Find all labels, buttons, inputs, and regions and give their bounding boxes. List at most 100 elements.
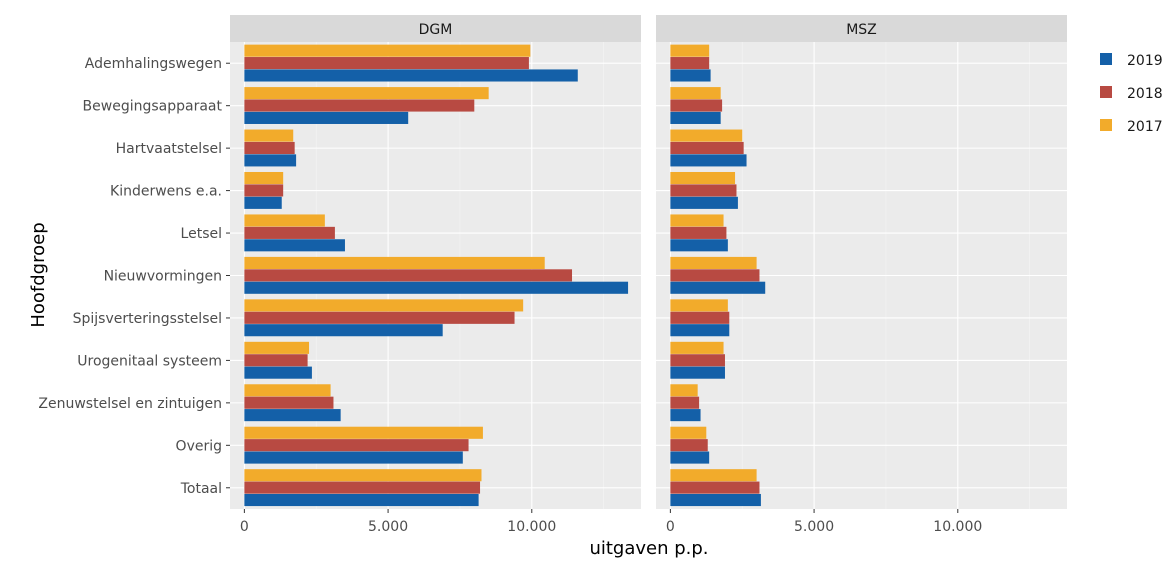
y-category-label: Nieuwvormingen [104,269,222,285]
panel-msz: MSZ 0 5.000 10.000 [656,15,1067,535]
bar-msz-2019 [670,324,730,337]
legend-label-2018: 2018 [1127,86,1163,102]
bar-msz-2019 [670,366,725,379]
bar-dgm-2019 [244,69,578,82]
bar-msz-2018 [670,269,760,282]
bar-dgm-2017 [244,129,294,142]
y-category-label: Zenuwstelsel en zintuigen [38,396,222,412]
x-tick-label: 5.000 [794,519,834,535]
bar-dgm-2019 [244,409,341,422]
bar-dgm-2017 [244,341,310,354]
y-category-label: Spijsverteringsstelsel [73,311,222,327]
bar-msz-2019 [670,196,738,209]
bar-dgm-2018 [244,99,475,112]
x-tick-label: 0 [666,519,675,535]
bar-msz-2017 [670,129,743,142]
x-tick-label: 5.000 [368,519,408,535]
bar-dgm-2018 [244,396,334,409]
bar-msz-2019 [670,154,747,167]
y-category-label: Urogenitaal systeem [77,353,222,369]
bar-msz-2018 [670,99,723,112]
y-category-label: Totaal [180,481,222,497]
bar-msz-2018 [670,311,730,324]
bar-dgm-2019 [244,196,282,209]
bar-dgm-2018 [244,184,284,197]
legend-label-2017: 2017 [1127,119,1163,135]
bar-dgm-2017 [244,171,284,185]
y-category-label: Ademhalingswegen [85,56,222,72]
bar-msz-2019 [670,451,710,464]
x-tick-label: 10.000 [933,519,982,535]
y-category-label: Bewegingsapparaat [83,99,223,115]
bar-msz-2017 [670,384,698,397]
bar-msz-2017 [670,341,724,354]
legend-key-2018 [1100,86,1112,98]
bar-msz-2019 [670,493,761,507]
bar-msz-2017 [670,214,724,227]
bar-msz-2017 [670,299,728,312]
y-category-label: Letsel [181,226,222,242]
panel-title: MSZ [846,22,877,38]
y-axis-title: Hoofdgroep [28,222,49,327]
legend-key-2019 [1100,53,1112,65]
bar-msz-2019 [670,281,766,294]
panel-strip [656,15,1067,42]
bar-dgm-2018 [244,269,573,282]
bar-dgm-2019 [244,154,297,167]
bar-dgm-2018 [244,311,515,324]
bar-dgm-2017 [244,469,482,482]
bar-msz-2017 [670,469,757,482]
bar-msz-2017 [670,426,707,439]
bar-dgm-2017 [244,44,531,57]
panels-group: DGM 0 5.000 10.000 MSZ 0 5.000 10.000 Ademhaling… [38,15,1067,535]
bar-msz-2019 [670,239,728,252]
bar-msz-2018 [670,481,760,494]
bar-dgm-2019 [244,324,443,337]
legend-key-2017 [1100,119,1112,131]
bar-dgm-2019 [244,493,479,507]
bar-dgm-2017 [244,214,325,227]
bar-msz-2019 [670,69,711,82]
legend: 2019 2018 2017 [1100,53,1163,135]
panel-strip [230,15,641,42]
legend-label-2019: 2019 [1127,53,1163,69]
bar-msz-2017 [670,44,710,57]
bar-msz-2017 [670,87,721,100]
bar-dgm-2019 [244,366,312,379]
panel-dgm: DGM 0 5.000 10.000 [230,15,641,535]
bar-dgm-2017 [244,256,545,269]
bar-dgm-2019 [244,111,409,124]
bar-dgm-2018 [244,439,469,452]
bar-dgm-2019 [244,239,345,252]
bar-dgm-2017 [244,87,489,100]
panel-title: DGM [419,22,453,38]
bar-msz-2018 [670,57,710,70]
bar-msz-2018 [670,354,725,367]
bar-msz-2018 [670,396,700,409]
bar-dgm-2018 [244,226,335,239]
bar-msz-2018 [670,184,737,197]
bar-dgm-2019 [244,451,463,464]
bar-dgm-2017 [244,384,331,397]
x-tick-label: 0 [240,519,249,535]
bar-dgm-2017 [244,426,483,439]
y-category-label: Hartvaatstelsel [116,141,222,157]
bar-dgm-2018 [244,481,481,494]
bar-dgm-2018 [244,141,295,155]
bar-msz-2018 [670,226,727,239]
bar-msz-2018 [670,141,744,155]
y-category-label: Kinderwens e.a. [110,184,222,200]
x-tick-label: 10.000 [507,519,556,535]
x-axis-title: uitgaven p.p. [589,538,708,559]
bar-msz-2019 [670,111,721,124]
bar-msz-2018 [670,439,708,452]
bar-dgm-2018 [244,354,308,367]
y-category-label: Overig [176,438,222,454]
bar-msz-2019 [670,409,701,422]
bar-dgm-2017 [244,299,524,312]
bar-msz-2017 [670,171,736,185]
bar-dgm-2018 [244,57,529,70]
bar-msz-2017 [670,256,757,269]
bar-dgm-2019 [244,281,629,294]
